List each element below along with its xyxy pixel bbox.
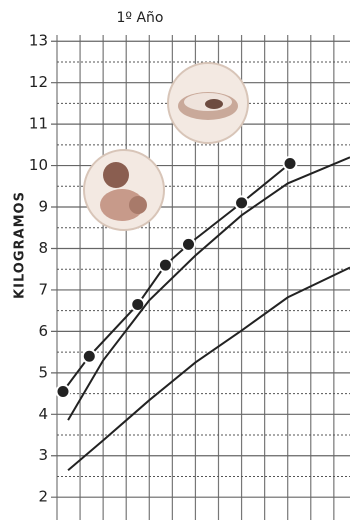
photo-mother <box>83 149 165 231</box>
y-tick-label: 3 <box>38 446 48 464</box>
data-point <box>282 156 298 172</box>
y-tick-label: 5 <box>38 363 48 381</box>
data-point <box>130 296 146 312</box>
data-point <box>81 348 97 364</box>
data-point <box>181 236 197 252</box>
chart-title: 1º Año <box>117 10 164 26</box>
series-line <box>67 156 350 421</box>
y-tick-label: 9 <box>38 198 48 216</box>
data-point <box>234 195 250 211</box>
y-tick-label: 2 <box>38 488 48 506</box>
photo-bowl <box>167 62 249 144</box>
series-line <box>67 266 350 472</box>
data-point <box>55 383 71 399</box>
y-tick-label: 4 <box>38 405 48 423</box>
y-tick-label: 12 <box>29 73 48 91</box>
y-tick-label: 6 <box>38 322 48 340</box>
y-tick-label: 11 <box>29 115 48 133</box>
y-axis-label: KILOGRAMOS <box>13 191 28 299</box>
y-tick-label: 10 <box>29 156 48 174</box>
y-tick-label: 8 <box>38 239 48 257</box>
data-point <box>157 257 173 273</box>
plot-area <box>55 156 350 472</box>
y-tick-label: 13 <box>29 32 48 50</box>
y-tick-label: 7 <box>38 280 48 298</box>
